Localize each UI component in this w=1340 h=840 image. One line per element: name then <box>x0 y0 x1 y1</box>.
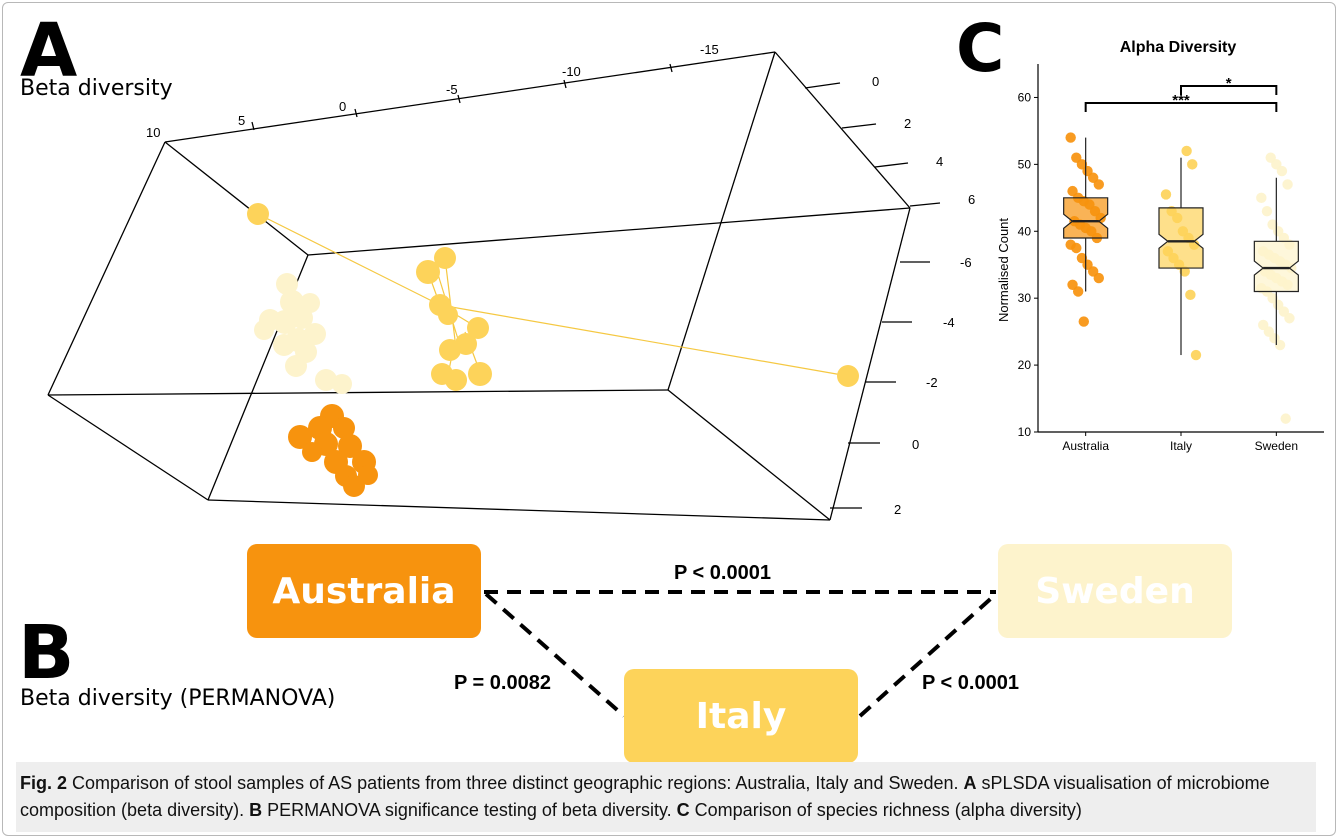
box-australia <box>1063 197 1109 239</box>
caption-fig-label: Fig. 2 <box>20 773 68 793</box>
y-tick-label: 30 <box>1018 291 1032 305</box>
axis-top-tick: 0 <box>339 99 346 114</box>
data-point-sweden <box>1274 339 1286 351</box>
axis-top-tick: -5 <box>446 82 458 97</box>
data-point-italy <box>1160 189 1172 200</box>
data-point-australia <box>1071 242 1082 254</box>
y-tick-label: 50 <box>1018 157 1032 171</box>
p-value-australia-sweden: P < 0.0001 <box>674 562 771 584</box>
chart-title: Alpha Diversity <box>1120 39 1237 56</box>
p-value-italy-sweden: P < 0.0001 <box>922 672 1019 694</box>
panel-b-subtitle: Beta diversity (PERMANOVA) <box>20 686 336 711</box>
significance-label: * <box>1226 75 1232 92</box>
x-tick-label: Australia <box>1062 439 1109 453</box>
significance-label: *** <box>1172 92 1190 109</box>
data-point-sweden <box>1256 192 1267 204</box>
axis-right-tick: -4 <box>943 315 955 330</box>
beta-diversity-3d-plot: 10 5 0 -5 -10 -15 0 2 4 6 -6 -4 -2 0 2 <box>47 42 975 521</box>
data-point-australia <box>1093 179 1104 190</box>
axis-top-tick: -15 <box>700 42 719 57</box>
data-point-sweden <box>1276 165 1288 177</box>
panel-c-letter: C <box>956 10 1005 87</box>
axis-right-tick: 2 <box>904 116 911 131</box>
sweden-cluster <box>254 273 352 394</box>
data-point-sweden <box>1261 206 1273 217</box>
figure-caption: Fig. 2 Comparison of stool samples of AS… <box>16 762 1316 832</box>
region-box-italy: Italy <box>624 669 858 763</box>
significance-bracket <box>1180 85 1278 95</box>
x-tick-label: Sweden <box>1255 439 1298 453</box>
axis-right-tick: -2 <box>926 375 938 390</box>
data-point-sweden <box>1280 413 1291 424</box>
caption-label-b: B <box>249 800 263 820</box>
axis-right-tick: 6 <box>968 192 975 207</box>
axis-top-tick: -10 <box>562 64 581 79</box>
chart-ylabel: Normalised Count <box>996 218 1011 322</box>
alpha-diversity-chart: Alpha Diversity Normalised Count 10 20 30 4… <box>996 39 1324 453</box>
axis-top-tick: 10 <box>146 125 160 140</box>
caption-label-c: C <box>676 800 690 820</box>
caption-text-a: sPLSDA visualisation of microbiome compo… <box>20 773 1270 820</box>
significance-bracket <box>1084 102 1278 112</box>
panel-b-letter: B <box>18 610 75 696</box>
data-point-italy <box>1181 145 1192 157</box>
y-tick-label: 20 <box>1018 358 1032 372</box>
data-point-sweden <box>1284 313 1295 324</box>
data-point-australia <box>1093 272 1104 284</box>
y-tick-label: 60 <box>1018 90 1032 104</box>
data-point-australia <box>1065 132 1076 143</box>
data-point-australia <box>1078 316 1089 327</box>
axis-right-tick: 2 <box>894 502 901 517</box>
y-tick-label: 40 <box>1018 224 1032 238</box>
caption-text-b: PERMANOVA significance testing of beta d… <box>267 800 672 820</box>
caption-text-c: Comparison of species richness (alpha di… <box>694 800 1082 820</box>
region-box-australia: Australia <box>247 544 481 638</box>
p-value-australia-italy: P = 0.0082 <box>454 672 551 694</box>
data-point-italy <box>1187 159 1198 170</box>
region-box-sweden: Sweden <box>998 544 1232 638</box>
data-point-italy <box>1179 266 1190 277</box>
panel-a-subtitle: Beta diversity <box>20 76 173 101</box>
box-italy <box>1158 207 1204 269</box>
box-sweden <box>1253 240 1299 293</box>
data-point-italy <box>1185 289 1196 301</box>
data-point-italy <box>1190 349 1202 361</box>
italy-cluster <box>247 203 859 391</box>
panel-a-letter: A <box>20 8 78 94</box>
axis-right-tick: 4 <box>936 154 943 169</box>
caption-label-a: A <box>963 773 977 793</box>
y-tick-label: 10 <box>1018 425 1032 439</box>
permanova-connectors <box>484 590 998 718</box>
axis-right-tick: 0 <box>912 437 919 452</box>
data-point-australia <box>1072 286 1084 297</box>
axis-right-tick: -6 <box>960 255 972 270</box>
australia-cluster <box>288 404 378 497</box>
x-tick-label: Italy <box>1170 439 1192 453</box>
axis-right-tick: 0 <box>872 74 879 89</box>
caption-text: Comparison of stool samples of AS patien… <box>72 773 959 793</box>
axis-top-tick: 5 <box>238 113 245 128</box>
data-point-sweden <box>1282 179 1293 190</box>
